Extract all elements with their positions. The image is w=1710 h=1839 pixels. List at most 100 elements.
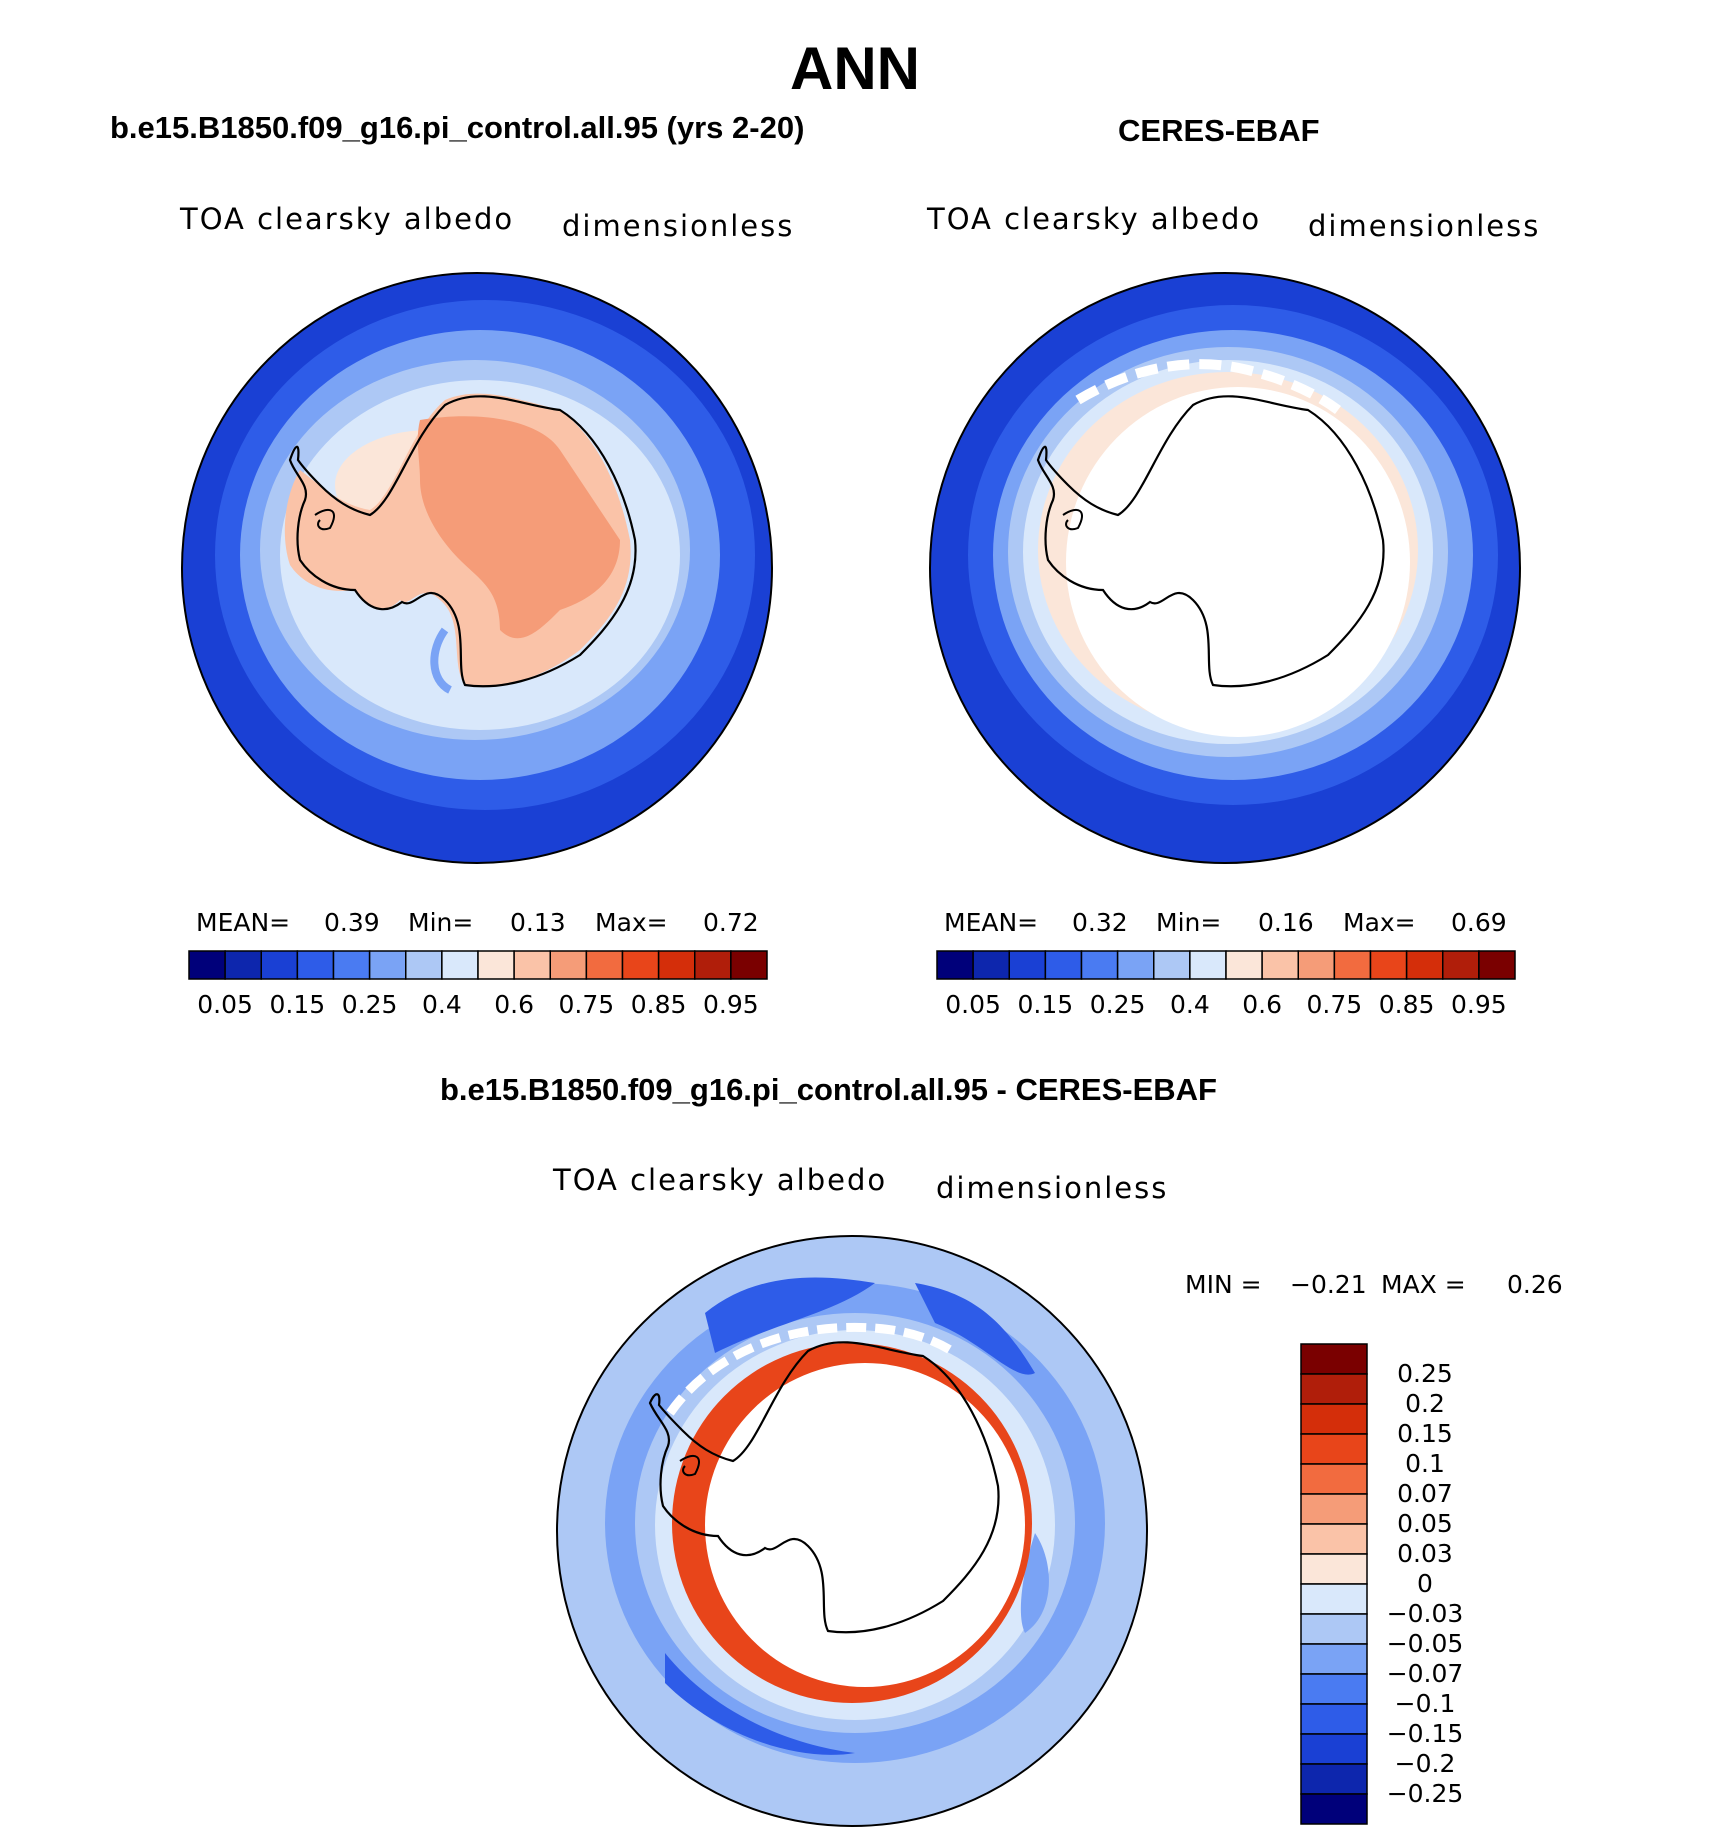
diff-max-label: MAX = xyxy=(1381,1270,1466,1299)
colorbar-swatch xyxy=(1300,1553,1368,1585)
colorbar-swatch xyxy=(1297,950,1336,980)
colorbar-swatch xyxy=(1044,950,1083,980)
obs-min-label: Min= xyxy=(1156,908,1222,937)
model-mean-label: MEAN= xyxy=(196,908,291,937)
colorbar-swatch xyxy=(513,950,551,980)
model-colorbar-ticks: 0.05 0.15 0.25 0.4 0.6 0.75 0.85 0.95 xyxy=(188,990,768,1020)
colorbar-swatch xyxy=(549,950,588,980)
colorbar-swatch xyxy=(1405,950,1444,980)
colorbar-tick-label: 0.85 xyxy=(630,990,687,1019)
colorbar-swatch xyxy=(1300,1763,1368,1795)
colorbar-swatch xyxy=(1300,1493,1368,1525)
colorbar-swatch xyxy=(1300,1433,1368,1465)
colorbar-swatch xyxy=(1300,1673,1368,1705)
obs-colorbar xyxy=(936,950,1516,980)
colorbar-tick-label: 0.75 xyxy=(558,990,615,1019)
colorbar-swatch xyxy=(1300,1343,1368,1375)
colorbar-tick-label: 0.05 xyxy=(945,990,1001,1019)
colorbar-swatch xyxy=(694,950,732,980)
diff-units-label: dimensionless xyxy=(936,1171,1169,1205)
colorbar-tick-label: 0.95 xyxy=(1451,990,1507,1019)
obs-mean-label: MEAN= xyxy=(944,908,1039,937)
model-map xyxy=(181,272,773,864)
colorbar-swatch xyxy=(1116,950,1155,980)
colorbar-tick-label: −0.2 xyxy=(1394,1749,1456,1778)
model-min-label: Min= xyxy=(408,908,474,937)
colorbar-swatch xyxy=(1153,950,1191,980)
colorbar-tick-label: −0.1 xyxy=(1394,1689,1456,1718)
colorbar-swatch xyxy=(1300,1463,1368,1495)
colorbar-tick-label: 0.6 xyxy=(1242,990,1282,1019)
diff-map xyxy=(556,1235,1148,1827)
colorbar-tick-label: 0 xyxy=(1417,1569,1433,1598)
colorbar-tick-label: −0.07 xyxy=(1386,1659,1464,1688)
obs-variable-label: TOA clearsky albedo xyxy=(927,202,1262,236)
obs-max-label: Max= xyxy=(1343,908,1416,937)
colorbar-swatch xyxy=(1189,950,1227,980)
colorbar-swatch xyxy=(1300,1613,1368,1645)
colorbar-swatch xyxy=(1300,1643,1368,1675)
colorbar-swatch xyxy=(972,950,1010,980)
obs-map xyxy=(929,272,1521,864)
colorbar-swatch xyxy=(260,950,299,980)
colorbar-tick-label: 0.07 xyxy=(1397,1479,1453,1508)
figure-title: ANN xyxy=(790,35,920,102)
colorbar-tick-label: 0.05 xyxy=(197,990,253,1019)
obs-colorbar-ticks: 0.05 0.15 0.25 0.4 0.6 0.75 0.85 0.95 xyxy=(936,990,1516,1020)
colorbar-swatch xyxy=(441,950,479,980)
colorbar-swatch xyxy=(1442,950,1480,980)
diff-colorbar-ticks: 0.25 0.2 0.15 0.1 0.07 0.05 0.03 0 −0.03 −0.05 −0.… xyxy=(1380,1343,1500,1825)
colorbar-swatch xyxy=(1369,950,1408,980)
colorbar-tick-label: 0.03 xyxy=(1397,1539,1453,1568)
colorbar-tick-label: −0.03 xyxy=(1386,1599,1464,1628)
colorbar-tick-label: 0.85 xyxy=(1378,990,1435,1019)
colorbar-swatch xyxy=(621,950,660,980)
colorbar-swatch xyxy=(1300,1703,1368,1735)
colorbar-swatch xyxy=(585,950,624,980)
model-mean-value: 0.39 xyxy=(324,908,380,937)
model-min-value: 0.13 xyxy=(510,908,566,937)
colorbar-swatch xyxy=(332,950,371,980)
colorbar-tick-label: 0.2 xyxy=(1405,1389,1445,1418)
colorbar-tick-label: 0.25 xyxy=(1397,1359,1453,1388)
model-variable-label: TOA clearsky albedo xyxy=(180,202,515,236)
colorbar-tick-label: 0.1 xyxy=(1405,1449,1445,1478)
colorbar-tick-label: 0.4 xyxy=(421,990,462,1019)
obs-panel-title: CERES-EBAF xyxy=(1118,113,1320,148)
diff-variable-label: TOA clearsky albedo xyxy=(553,1163,888,1197)
colorbar-swatch xyxy=(1300,1793,1368,1825)
model-max-label: Max= xyxy=(595,908,668,937)
colorbar-tick-label: 0.15 xyxy=(1017,990,1074,1019)
colorbar-swatch xyxy=(188,950,226,980)
diff-panel-title: b.e15.B1850.f09_g16.pi_control.all.95 - … xyxy=(440,1072,1217,1107)
obs-mean-value: 0.32 xyxy=(1072,908,1128,937)
colorbar-tick-label: 0.25 xyxy=(341,990,398,1019)
colorbar-swatch xyxy=(1080,950,1119,980)
diff-min-value: −0.21 xyxy=(1290,1270,1367,1299)
obs-units-label: dimensionless xyxy=(1308,209,1541,243)
colorbar-swatch xyxy=(224,950,262,980)
colorbar-swatch xyxy=(405,950,443,980)
colorbar-tick-label: −0.05 xyxy=(1386,1629,1464,1658)
diff-min-label: MIN = xyxy=(1185,1270,1262,1299)
colorbar-swatch xyxy=(657,950,696,980)
colorbar-tick-label: 0.15 xyxy=(269,990,326,1019)
colorbar-swatch xyxy=(1261,950,1299,980)
colorbar-swatch xyxy=(730,950,768,980)
colorbar-swatch xyxy=(1300,1373,1368,1405)
colorbar-tick-label: 0.25 xyxy=(1089,990,1146,1019)
colorbar-swatch xyxy=(1300,1523,1368,1555)
colorbar-swatch xyxy=(1225,950,1263,980)
colorbar-swatch xyxy=(1333,950,1372,980)
model-colorbar xyxy=(188,950,768,980)
colorbar-tick-label: 0.4 xyxy=(1169,990,1210,1019)
diff-colorbar xyxy=(1300,1343,1368,1825)
colorbar-tick-label: 0.15 xyxy=(1397,1419,1453,1448)
obs-max-value: 0.69 xyxy=(1451,908,1507,937)
model-panel-title: b.e15.B1850.f09_g16.pi_control.all.95 (y… xyxy=(110,110,805,145)
colorbar-swatch xyxy=(1300,1403,1368,1435)
colorbar-swatch xyxy=(1300,1733,1368,1765)
colorbar-swatch xyxy=(1300,1583,1368,1615)
model-max-value: 0.72 xyxy=(703,908,759,937)
colorbar-tick-label: 0.95 xyxy=(703,990,759,1019)
